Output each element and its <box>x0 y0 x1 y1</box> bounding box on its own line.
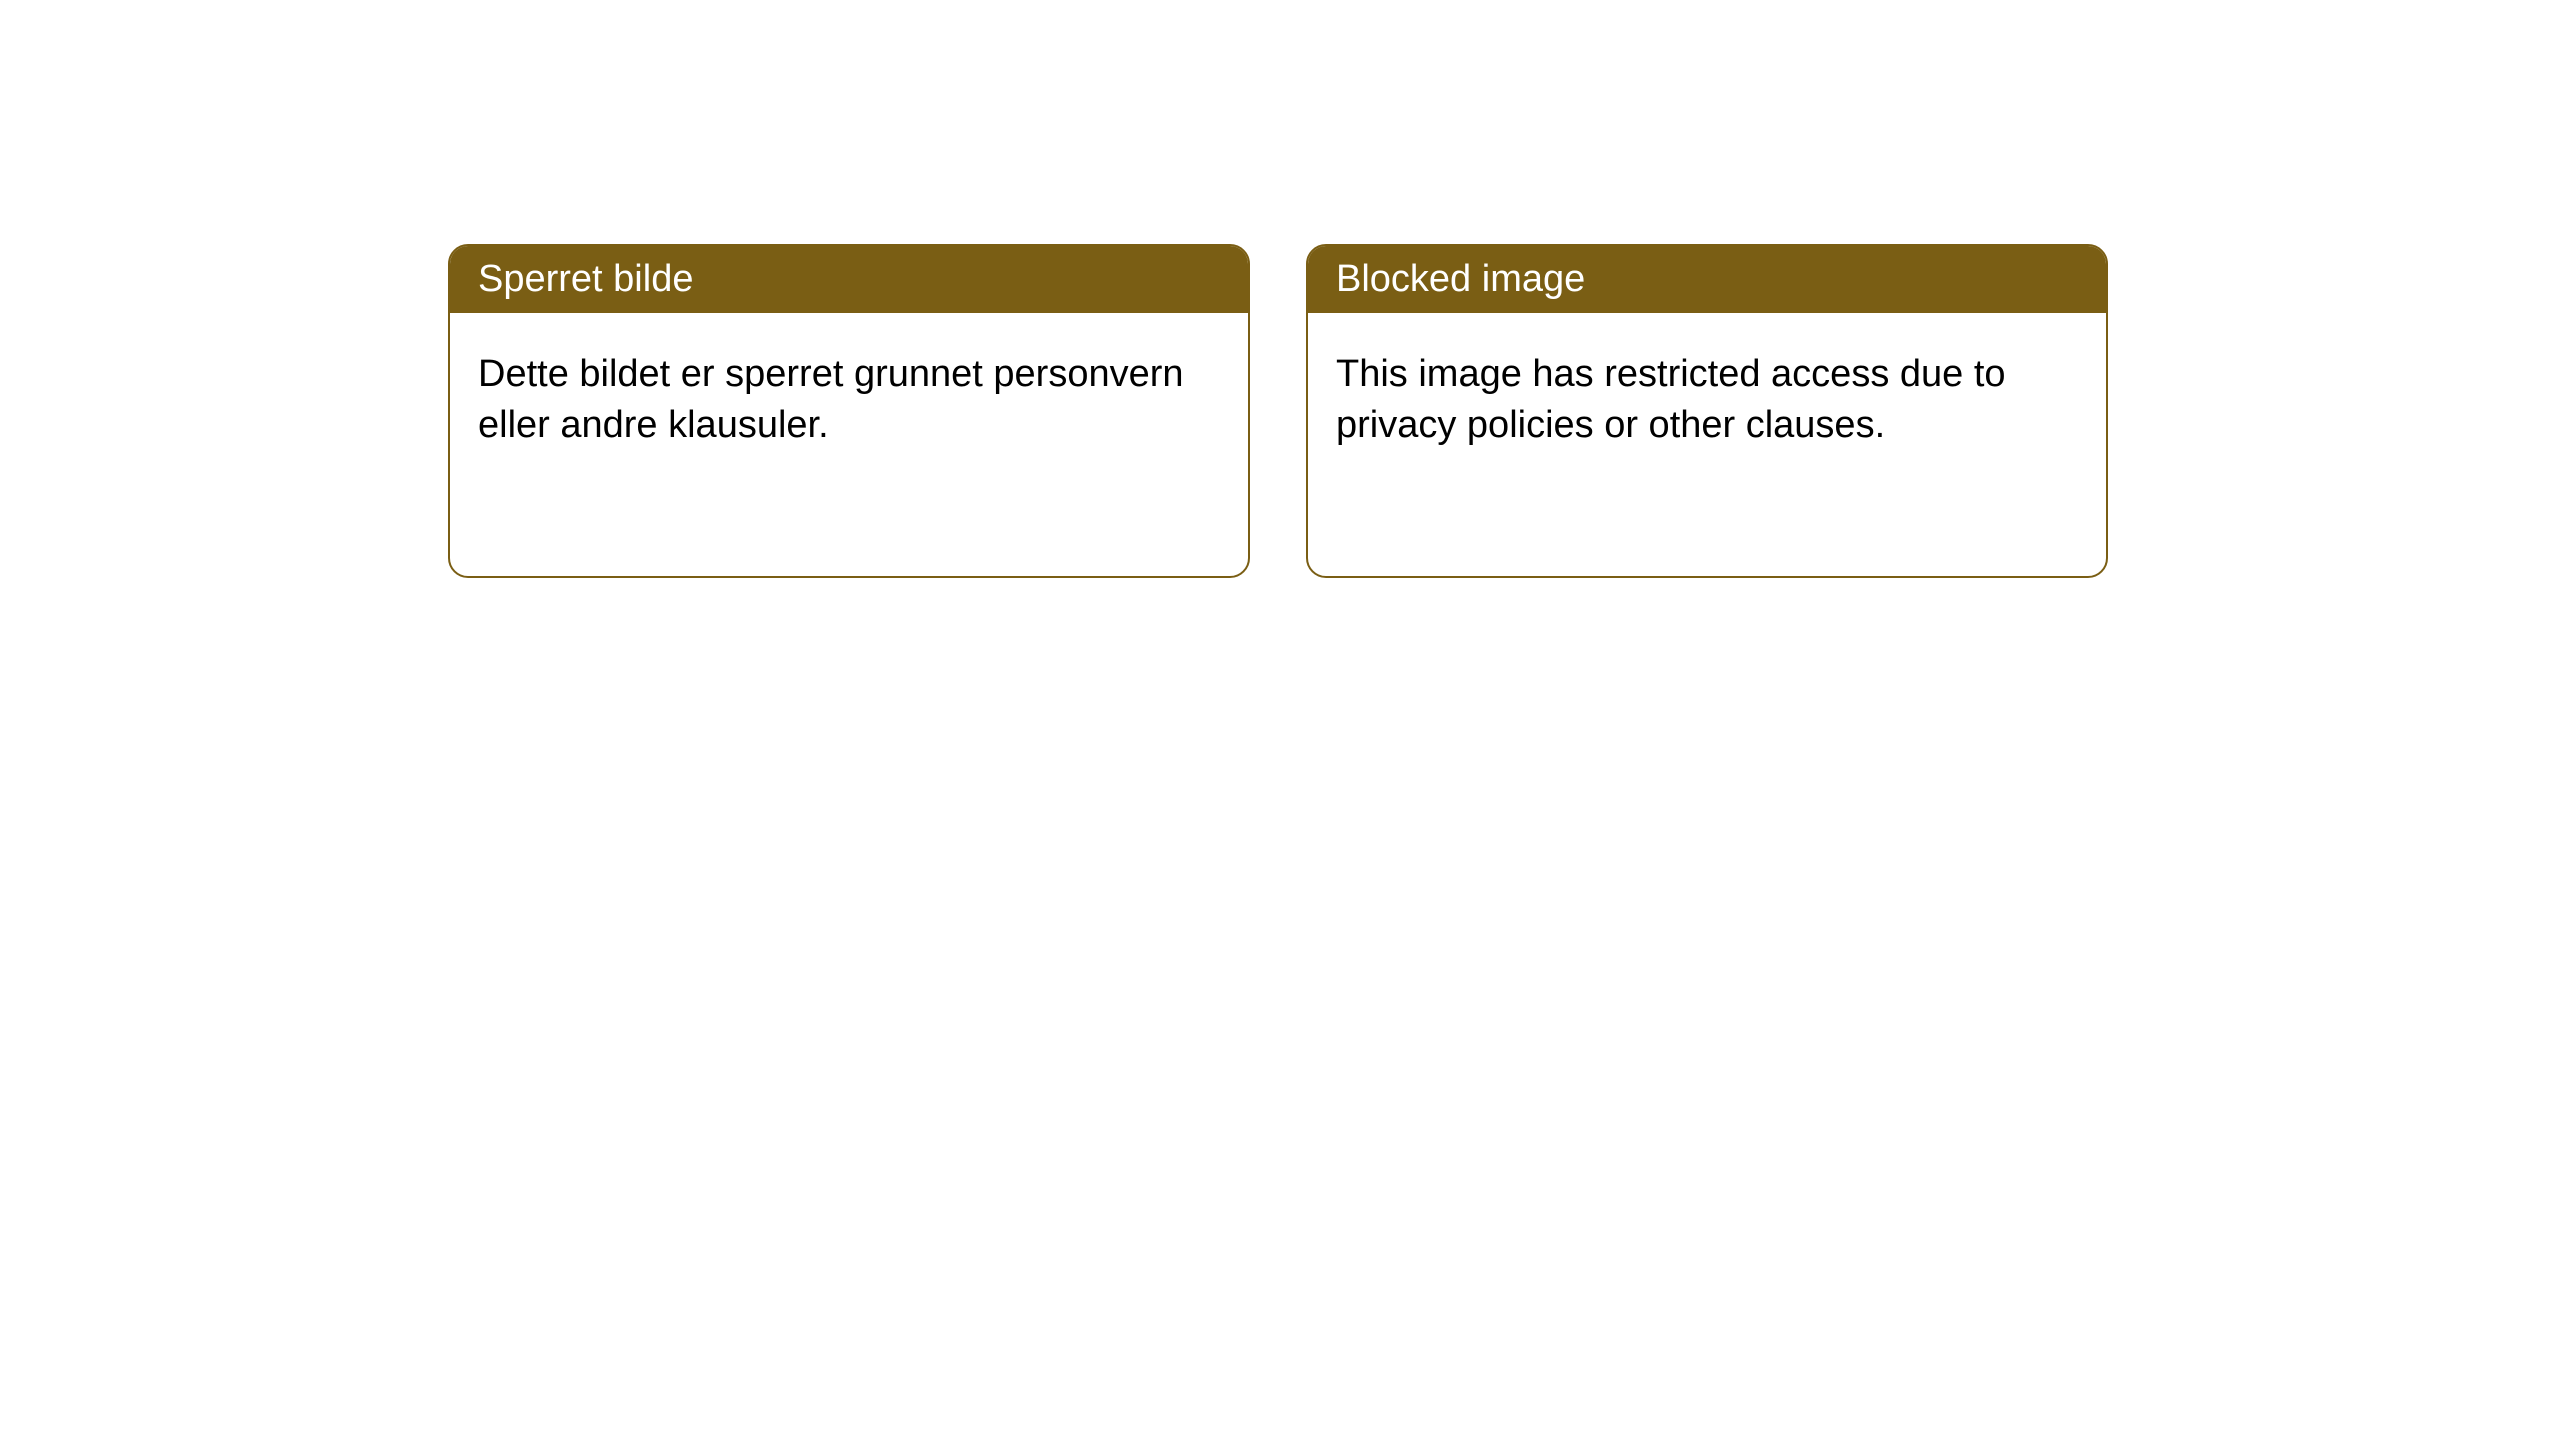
notice-card-body: Dette bildet er sperret grunnet personve… <box>450 313 1248 488</box>
notice-card-english: Blocked image This image has restricted … <box>1306 244 2108 578</box>
notice-container: Sperret bilde Dette bildet er sperret gr… <box>0 0 2560 578</box>
notice-card-header: Blocked image <box>1308 246 2106 313</box>
notice-card-norwegian: Sperret bilde Dette bildet er sperret gr… <box>448 244 1250 578</box>
notice-card-body: This image has restricted access due to … <box>1308 313 2106 488</box>
notice-card-header: Sperret bilde <box>450 246 1248 313</box>
